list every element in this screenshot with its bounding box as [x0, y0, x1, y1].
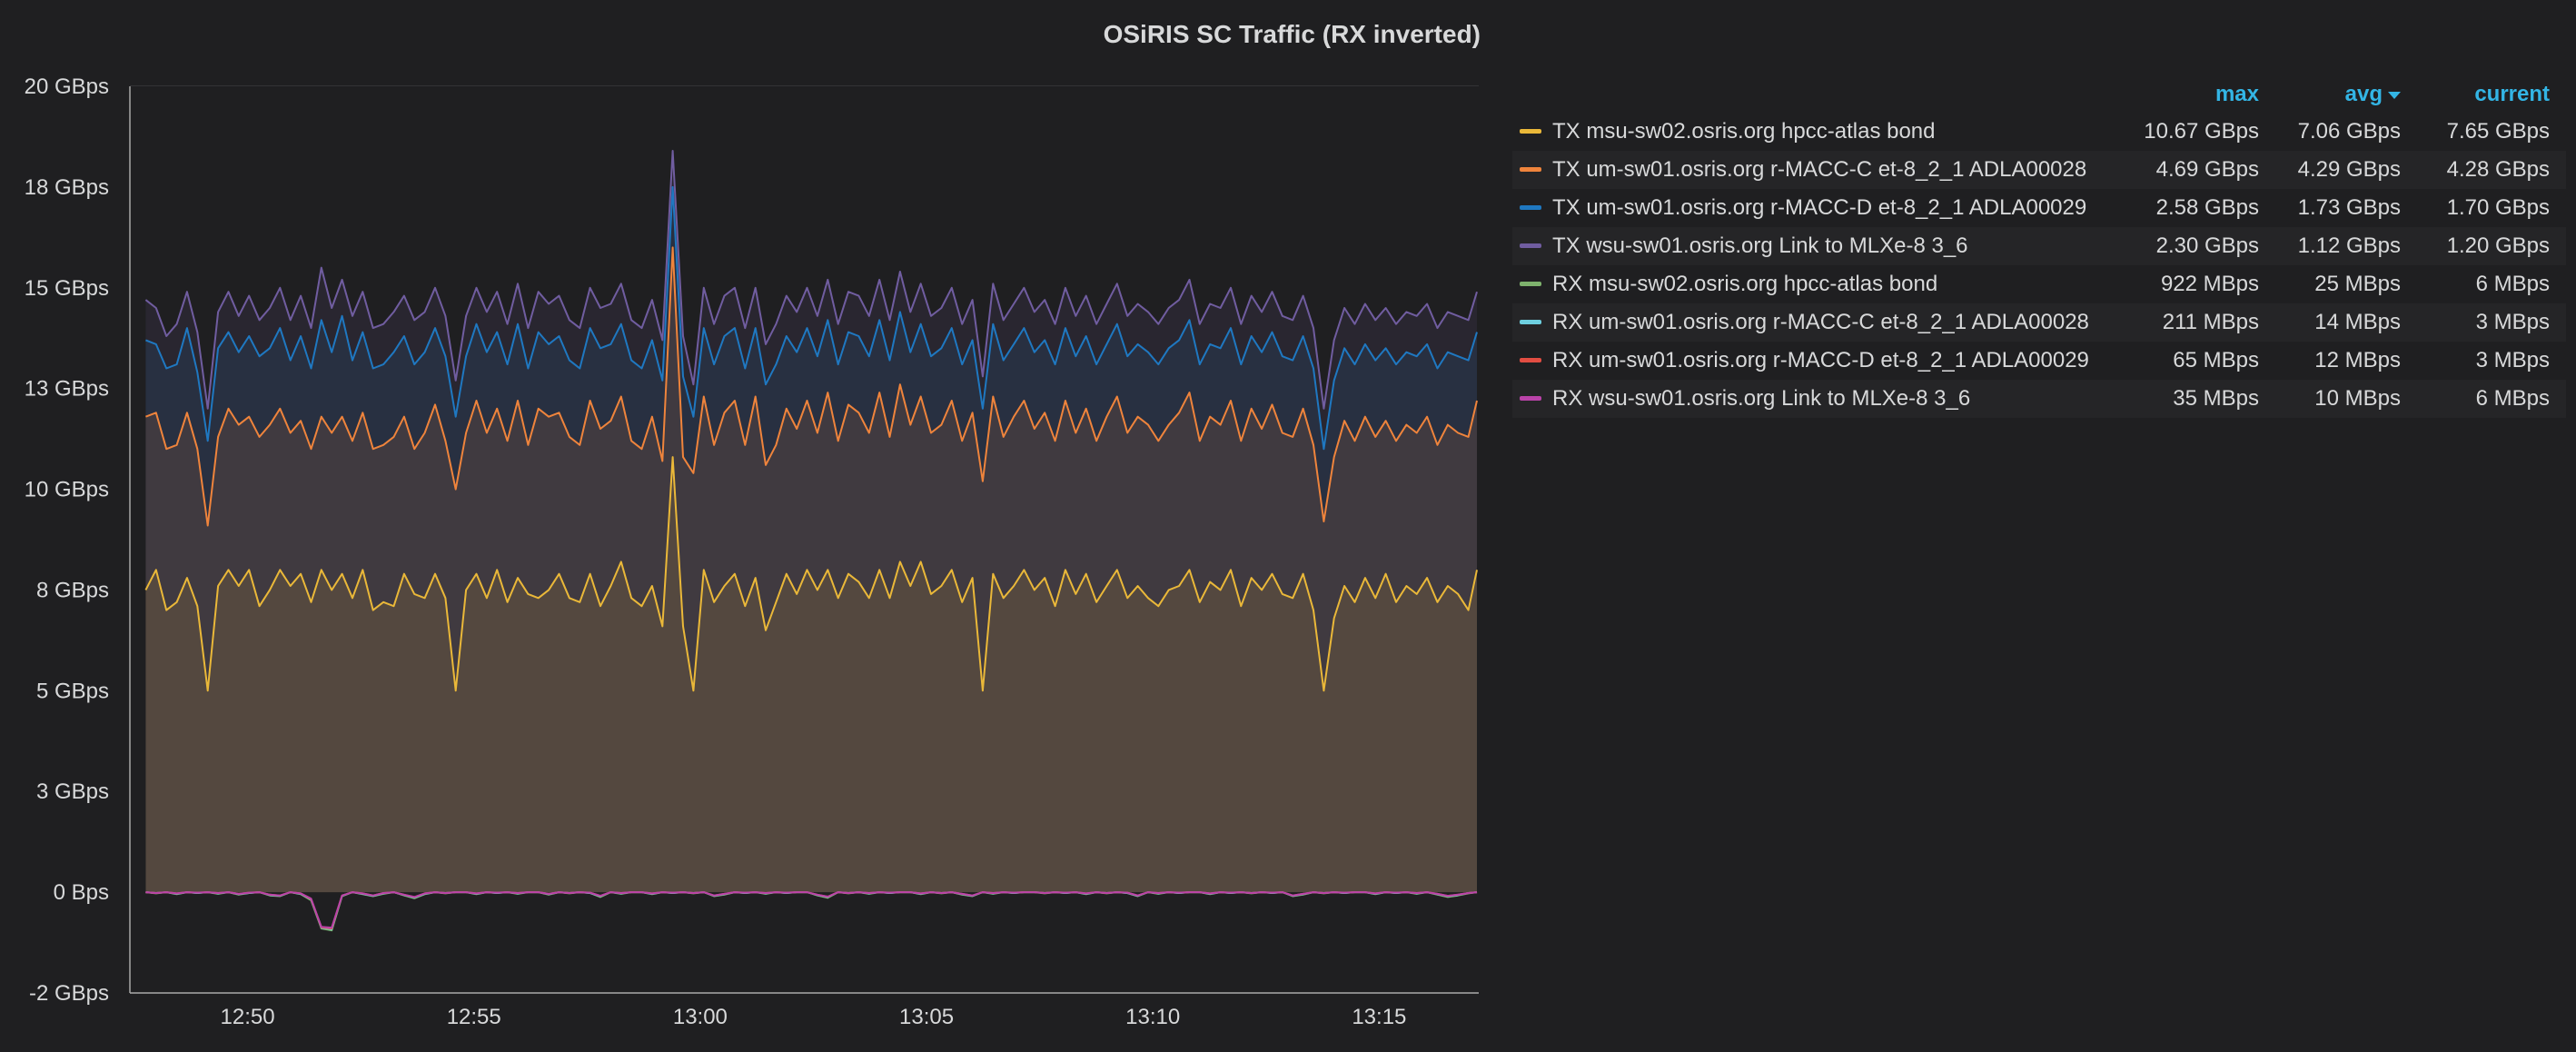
legend-value-avg: 10 MBps — [2314, 386, 2401, 411]
legend-value-avg: 12 MBps — [2314, 348, 2401, 372]
x-tick-label: 13:10 — [1125, 1005, 1180, 1029]
y-tick-label: 20 GBps — [25, 74, 109, 99]
y-tick-label: 10 GBps — [25, 478, 109, 502]
legend-value-max: 10.67 GBps — [2144, 119, 2259, 144]
legend-color-swatch[interactable] — [1520, 243, 1541, 248]
x-tick-label: 12:55 — [447, 1005, 501, 1029]
legend-value-current: 1.20 GBps — [2446, 233, 2550, 258]
legend-series-name[interactable]: RX um-sw01.osris.org r-MACC-D et-8_2_1 A… — [1552, 348, 2089, 372]
y-tick-label: 13 GBps — [25, 377, 109, 402]
legend-series-name[interactable]: RX msu-sw02.osris.org hpcc-atlas bond — [1552, 272, 1938, 296]
legend-sort-avg-label: avg — [2344, 82, 2383, 106]
legend-color-swatch[interactable] — [1520, 167, 1541, 172]
legend-value-avg: 25 MBps — [2314, 272, 2401, 296]
legend-color-swatch[interactable] — [1520, 396, 1541, 401]
y-tick-label: 15 GBps — [25, 276, 109, 301]
series-line[interactable] — [145, 891, 1478, 929]
legend-value-current: 6 MBps — [2475, 386, 2550, 411]
legend-color-swatch[interactable] — [1520, 358, 1541, 362]
legend-series-name[interactable]: RX um-sw01.osris.org r-MACC-C et-8_2_1 A… — [1552, 310, 2089, 334]
legend-value-avg: 7.06 GBps — [2297, 119, 2401, 144]
legend-series-name[interactable]: TX um-sw01.osris.org r-MACC-D et-8_2_1 A… — [1552, 195, 2087, 220]
legend-series-name[interactable]: TX msu-sw02.osris.org hpcc-atlas bond — [1552, 119, 1936, 144]
series-areas — [130, 86, 1479, 993]
y-tick-label: -2 GBps — [29, 981, 109, 1006]
legend-color-swatch[interactable] — [1520, 205, 1541, 210]
series-area — [145, 457, 1477, 893]
series-lines — [144, 150, 1478, 932]
x-tick-label: 13:00 — [673, 1005, 728, 1029]
x-tick-label: 12:50 — [221, 1005, 275, 1029]
legend-value-current: 6 MBps — [2475, 272, 2550, 296]
panel-title[interactable]: OSiRIS SC Traffic (RX inverted) — [1103, 20, 1481, 48]
legend-sort-avg[interactable]: avg — [2345, 82, 2401, 107]
legend-value-max: 65 MBps — [2173, 348, 2259, 372]
legend-value-current: 3 MBps — [2475, 348, 2550, 372]
legend-header: max avg current — [1512, 82, 2566, 113]
legend-value-avg: 4.29 GBps — [2297, 157, 2401, 182]
x-tick-label: 13:05 — [899, 1005, 954, 1029]
legend-sort-max[interactable]: max — [2214, 82, 2259, 106]
legend-value-current: 7.65 GBps — [2446, 119, 2550, 144]
series-line[interactable] — [145, 246, 1478, 527]
legend-series-name[interactable]: TX wsu-sw01.osris.org Link to MLXe-8 3_6 — [1552, 233, 1968, 258]
y-tick-label: 5 GBps — [36, 679, 109, 703]
legend-value-avg: 1.73 GBps — [2297, 195, 2401, 220]
legend-value-avg: 14 MBps — [2314, 310, 2401, 334]
legend-value-max: 2.58 GBps — [2155, 195, 2259, 220]
series-line[interactable] — [145, 185, 1478, 451]
legend-value-max: 4.69 GBps — [2155, 157, 2259, 182]
series-line[interactable] — [144, 456, 1478, 692]
legend-series-name[interactable]: TX um-sw01.osris.org r-MACC-C et-8_2_1 A… — [1552, 157, 2087, 182]
legend-value-avg: 1.12 GBps — [2297, 233, 2401, 258]
legend-row[interactable]: TX um-sw01.osris.org r-MACC-C et-8_2_1 A… — [1512, 151, 2566, 189]
legend-value-max: 922 MBps — [2160, 272, 2259, 296]
series-area — [145, 186, 1477, 893]
legend-series-name[interactable]: RX wsu-sw01.osris.org Link to MLXe-8 3_6 — [1552, 386, 1971, 411]
legend-value-max: 35 MBps — [2173, 386, 2259, 411]
legend-row[interactable]: TX wsu-sw01.osris.org Link to MLXe-8 3_6… — [1512, 227, 2566, 265]
legend-sort-current[interactable]: current — [2474, 82, 2550, 106]
series-area — [145, 151, 1477, 893]
axes: 20 GBps 18 GBps 15 GBps 13 GBps 10 GBps 8 GBp… — [25, 74, 1479, 1029]
caret-down-icon — [2388, 91, 2401, 99]
legend-value-max: 2.30 GBps — [2155, 233, 2259, 258]
legend-row[interactable]: RX wsu-sw01.osris.org Link to MLXe-8 3_6… — [1512, 380, 2566, 418]
legend-color-swatch[interactable] — [1520, 320, 1541, 324]
legend-row[interactable]: TX msu-sw02.osris.org hpcc-atlas bond 10.… — [1512, 113, 2566, 151]
legend-table: max avg current TX msu-sw02.osris.org hp… — [1512, 82, 2566, 418]
y-tick-label: 0 Bps — [54, 880, 109, 905]
legend-value-current: 3 MBps — [2475, 310, 2550, 334]
legend-rows: TX msu-sw02.osris.org hpcc-atlas bond 10.… — [1512, 113, 2566, 418]
chart-area[interactable]: 20 GBps 18 GBps 15 GBps 13 GBps 10 GBps 8 GBp… — [0, 0, 1490, 1052]
x-tick-label: 13:15 — [1352, 1005, 1406, 1029]
legend-color-swatch[interactable] — [1520, 282, 1541, 286]
y-tick-label: 3 GBps — [36, 779, 109, 804]
legend-row[interactable]: TX um-sw01.osris.org r-MACC-D et-8_2_1 A… — [1512, 189, 2566, 227]
legend-color-swatch[interactable] — [1520, 129, 1541, 134]
plot-background — [130, 86, 1479, 993]
legend-row[interactable]: RX um-sw01.osris.org r-MACC-C et-8_2_1 A… — [1512, 303, 2566, 342]
y-tick-label: 18 GBps — [25, 175, 109, 200]
legend-row[interactable]: RX msu-sw02.osris.org hpcc-atlas bond 922… — [1512, 265, 2566, 303]
legend-value-max: 211 MBps — [2162, 310, 2259, 334]
legend-row[interactable]: RX um-sw01.osris.org r-MACC-D et-8_2_1 A… — [1512, 342, 2566, 380]
legend-value-current: 1.70 GBps — [2446, 195, 2550, 220]
legend-value-current: 4.28 GBps — [2446, 157, 2550, 182]
series-line[interactable] — [144, 150, 1478, 410]
y-tick-label: 8 GBps — [36, 578, 109, 602]
